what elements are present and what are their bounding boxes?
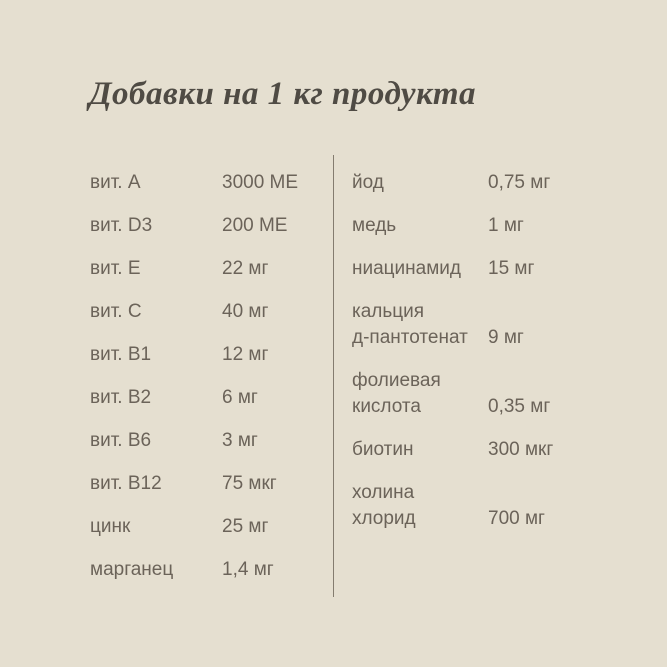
table-row: вит. B6 3 мг [90,428,320,454]
additive-amount: 0,75 мг [488,172,551,193]
table-row: вит. B1 12 мг [90,342,320,368]
additive-name: вит. C [90,301,142,322]
additive-amount: 700 мг [488,508,545,529]
additive-name: вит. E [90,258,141,279]
table-row: вит. B12 75 мкг [90,471,320,497]
additive-amount: 6 мг [222,387,258,408]
additive-amount: 3 мг [222,430,258,451]
additive-amount: 1 мг [488,215,524,236]
additive-amount: 40 мг [222,301,269,322]
additive-name: холина хлорид [352,482,416,529]
additive-name: кальция д-пантотенат [352,301,468,348]
additive-name: вит. B6 [90,430,152,451]
additive-amount: 25 мг [222,516,269,537]
additive-name: медь [352,215,397,236]
table-row: йод 0,75 мг [352,170,592,196]
additive-name: биотин [352,439,414,460]
additive-amount: 9 мг [488,327,524,348]
table-row: кальция д-пантотенат 9 мг [352,299,592,351]
table-row: вит. C 40 мг [90,299,320,325]
table-row: вит. E 22 мг [90,256,320,282]
additive-amount: 3000 МЕ [222,172,299,193]
table-row: цинк 25 мг [90,514,320,540]
additive-amount: 15 мг [488,258,535,279]
table-row: холина хлорид 700 мг [352,480,592,532]
additive-amount: 75 мкг [222,473,277,494]
additive-name: марганец [90,559,174,580]
additive-amount: 12 мг [222,344,269,365]
page-title: Добавки на 1 кг продукта [89,76,477,112]
table-row: вит. B2 6 мг [90,385,320,411]
additive-amount: 0,35 мг [488,396,551,417]
table-row: вит. D3 200 МЕ [90,213,320,239]
additive-name: фолиевая кислота [352,370,441,417]
additive-amount: 22 мг [222,258,269,279]
additive-name: цинк [90,516,131,537]
table-row: вит. A 3000 МЕ [90,170,320,196]
additive-name: вит. B2 [90,387,152,408]
additive-name: вит. A [90,172,141,193]
table-row: фолиевая кислота 0,35 мг [352,368,592,420]
table-row: биотин 300 мкг [352,437,592,463]
additive-name: вит. D3 [90,215,153,236]
additive-amount: 200 МЕ [222,215,288,236]
table-row: марганец 1,4 мг [90,557,320,583]
additive-amount: 1,4 мг [222,559,274,580]
additive-name: вит. B12 [90,473,162,494]
additive-name: йод [352,172,384,193]
additives-column-left: вит. A 3000 МЕ вит. D3 200 МЕ вит. E 22 … [90,170,320,600]
additives-column-right: йод 0,75 мг медь 1 мг ниацинамид 15 мг к… [352,170,592,549]
table-row: ниацинамид 15 мг [352,256,592,282]
additive-amount: 300 мкг [488,439,554,460]
additive-name: ниацинамид [352,258,461,279]
additive-name: вит. B1 [90,344,152,365]
column-divider-line [333,155,334,597]
table-row: медь 1 мг [352,213,592,239]
